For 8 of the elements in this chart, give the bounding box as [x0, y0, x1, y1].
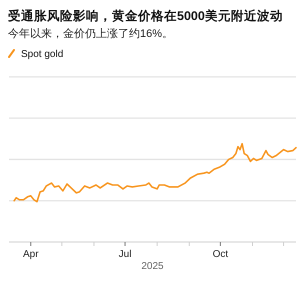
xtick: Oct	[212, 249, 228, 260]
xtick: Jul	[118, 249, 132, 260]
subtitle: 今年以来，金价仍上涨了约16%。	[8, 28, 174, 40]
xlabel: 2025	[141, 261, 164, 272]
legend-label: Spot gold	[21, 49, 64, 60]
legend-item: Spot gold	[8, 49, 64, 60]
title: 受通胀风险影响，黄金价格在5000美元附近波动	[8, 9, 283, 23]
xtick: Apr	[22, 249, 39, 260]
